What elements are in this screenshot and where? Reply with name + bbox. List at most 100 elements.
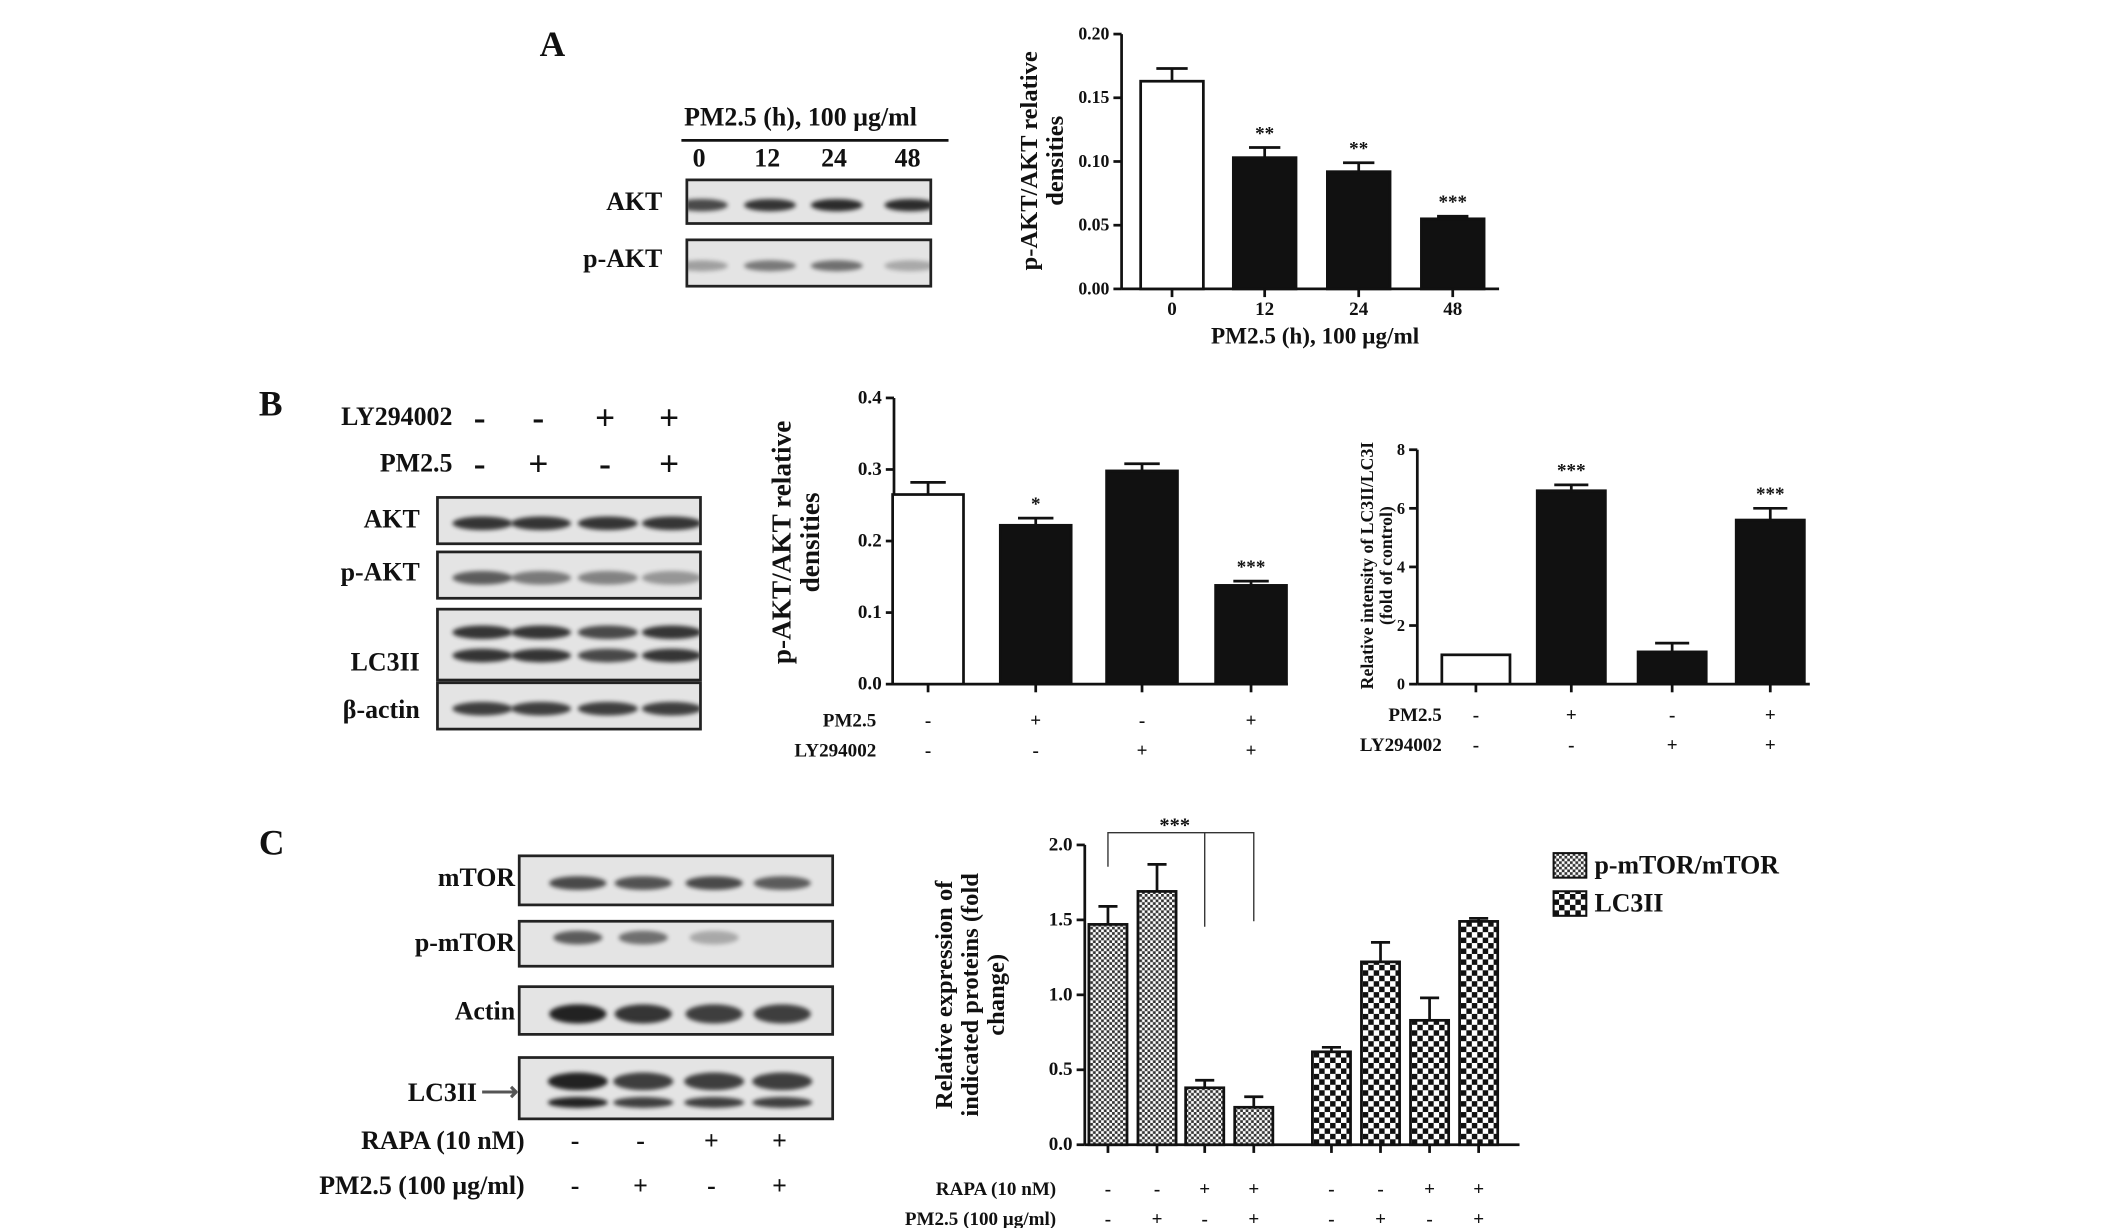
band [577, 625, 638, 640]
y-tick-label: 0.05 [1078, 215, 1109, 235]
y-axis-label: p-AKT/AKT relative densities [767, 420, 826, 665]
bar [998, 523, 1073, 686]
treatment-sign: - [636, 1127, 645, 1156]
band [688, 198, 728, 211]
bar [1233, 1105, 1275, 1147]
significance-label: *** [1159, 814, 1190, 836]
significance-label: *** [1438, 192, 1467, 213]
y-axis-label: Relative intensity of LC3II/LC3I (fold o… [1356, 441, 1396, 690]
treatment-sign: + [1667, 735, 1678, 756]
bar [1105, 469, 1179, 686]
band [689, 930, 739, 944]
bar [1326, 170, 1392, 291]
blot-a-header: PM2.5 (h), 100 µg/ml [684, 103, 917, 133]
y-tick-label: 4 [1397, 557, 1405, 576]
bar [1360, 960, 1401, 1147]
treatment-label: PM2.5 [379, 449, 453, 479]
row-label: AKT [363, 505, 420, 535]
band [810, 198, 863, 211]
band [577, 701, 638, 716]
y-tick-label: 0.4 [858, 387, 882, 408]
y-tick-label: 6 [1397, 499, 1405, 518]
band [753, 1003, 811, 1023]
treatment-label: LY294002 [341, 403, 453, 433]
y-tick-label: 0 [1397, 675, 1405, 694]
bar [1087, 923, 1129, 1147]
blot-p-akt [685, 238, 933, 288]
band [549, 876, 607, 890]
bar [1535, 489, 1607, 686]
band [613, 1096, 674, 1108]
band [614, 876, 672, 890]
treatment-sign: - [1154, 1179, 1160, 1200]
band [684, 1072, 745, 1091]
blot-beta-actin [436, 681, 702, 731]
legend-swatch [1552, 890, 1588, 917]
y-tick-label: 8 [1397, 440, 1405, 459]
band [613, 1072, 674, 1091]
treatment-sign: + [772, 1127, 787, 1156]
y-tick-label: 0.10 [1078, 151, 1109, 171]
treatment-sign: - [1473, 705, 1479, 726]
band [684, 1096, 745, 1108]
panel-label-a: A [539, 24, 566, 65]
band [744, 260, 796, 272]
treatment-sign: - [1139, 710, 1145, 731]
significance-label: *** [1237, 557, 1266, 578]
band [511, 701, 572, 716]
blot-a-header-rule [681, 139, 949, 142]
band [452, 571, 513, 585]
y-tick-label: 0.15 [1078, 87, 1109, 107]
band [688, 260, 728, 272]
band [452, 625, 513, 640]
treatment-sign: - [1033, 740, 1039, 761]
significance-label: ** [1255, 123, 1274, 144]
significance-label: *** [1557, 461, 1586, 482]
blot-p-akt [436, 550, 702, 600]
treatment-sign: + [1248, 1209, 1259, 1228]
band [641, 625, 700, 640]
row-label-p-akt: p-AKT [583, 245, 663, 274]
treatment-sign: + [1246, 740, 1257, 761]
treatment-sign: + [1473, 1179, 1484, 1200]
band [810, 260, 863, 272]
row-label-akt: AKT [606, 188, 663, 217]
blot-p-mtor [517, 919, 835, 968]
band [577, 571, 638, 585]
legend-label: LC3II [1594, 889, 1663, 918]
y-tick-label: 1.0 [1049, 984, 1073, 1005]
bar [1636, 650, 1708, 686]
treatment-sign: + [1375, 1209, 1386, 1228]
row-label: mTOR [437, 864, 516, 893]
band [641, 701, 700, 716]
band [511, 571, 572, 585]
bar [1409, 1018, 1451, 1147]
treatment-label: PM2.5 [823, 710, 876, 731]
band [452, 516, 513, 531]
y-tick-label: 2.0 [1049, 834, 1073, 855]
y-axis-label: p-AKT/AKT relative densities [1015, 51, 1069, 271]
band [884, 260, 930, 272]
band [641, 571, 700, 585]
y-tick-label: 1.5 [1049, 909, 1073, 930]
y-axis-label: Relative expression of indicated protein… [930, 873, 1010, 1117]
treatment-sign: + [1248, 1179, 1259, 1200]
treatment-sign: + [1765, 735, 1776, 756]
legend-swatch [1552, 852, 1588, 879]
band [511, 649, 572, 663]
bar [1231, 156, 1298, 291]
band [511, 625, 572, 640]
x-tick-label: 48 [1443, 299, 1462, 320]
y-tick-label: 0.5 [1049, 1059, 1073, 1080]
treatment-sign: - [1105, 1209, 1111, 1228]
significance-label: *** [1756, 484, 1785, 505]
band [641, 649, 700, 663]
row-label: LC3II [407, 1079, 477, 1108]
treatment-sign: + [1473, 1209, 1484, 1228]
treatment-sign: + [659, 444, 680, 484]
treatment-sign: + [633, 1172, 648, 1201]
bar [891, 493, 965, 686]
treatment-sign: + [594, 397, 616, 438]
band [753, 876, 811, 890]
